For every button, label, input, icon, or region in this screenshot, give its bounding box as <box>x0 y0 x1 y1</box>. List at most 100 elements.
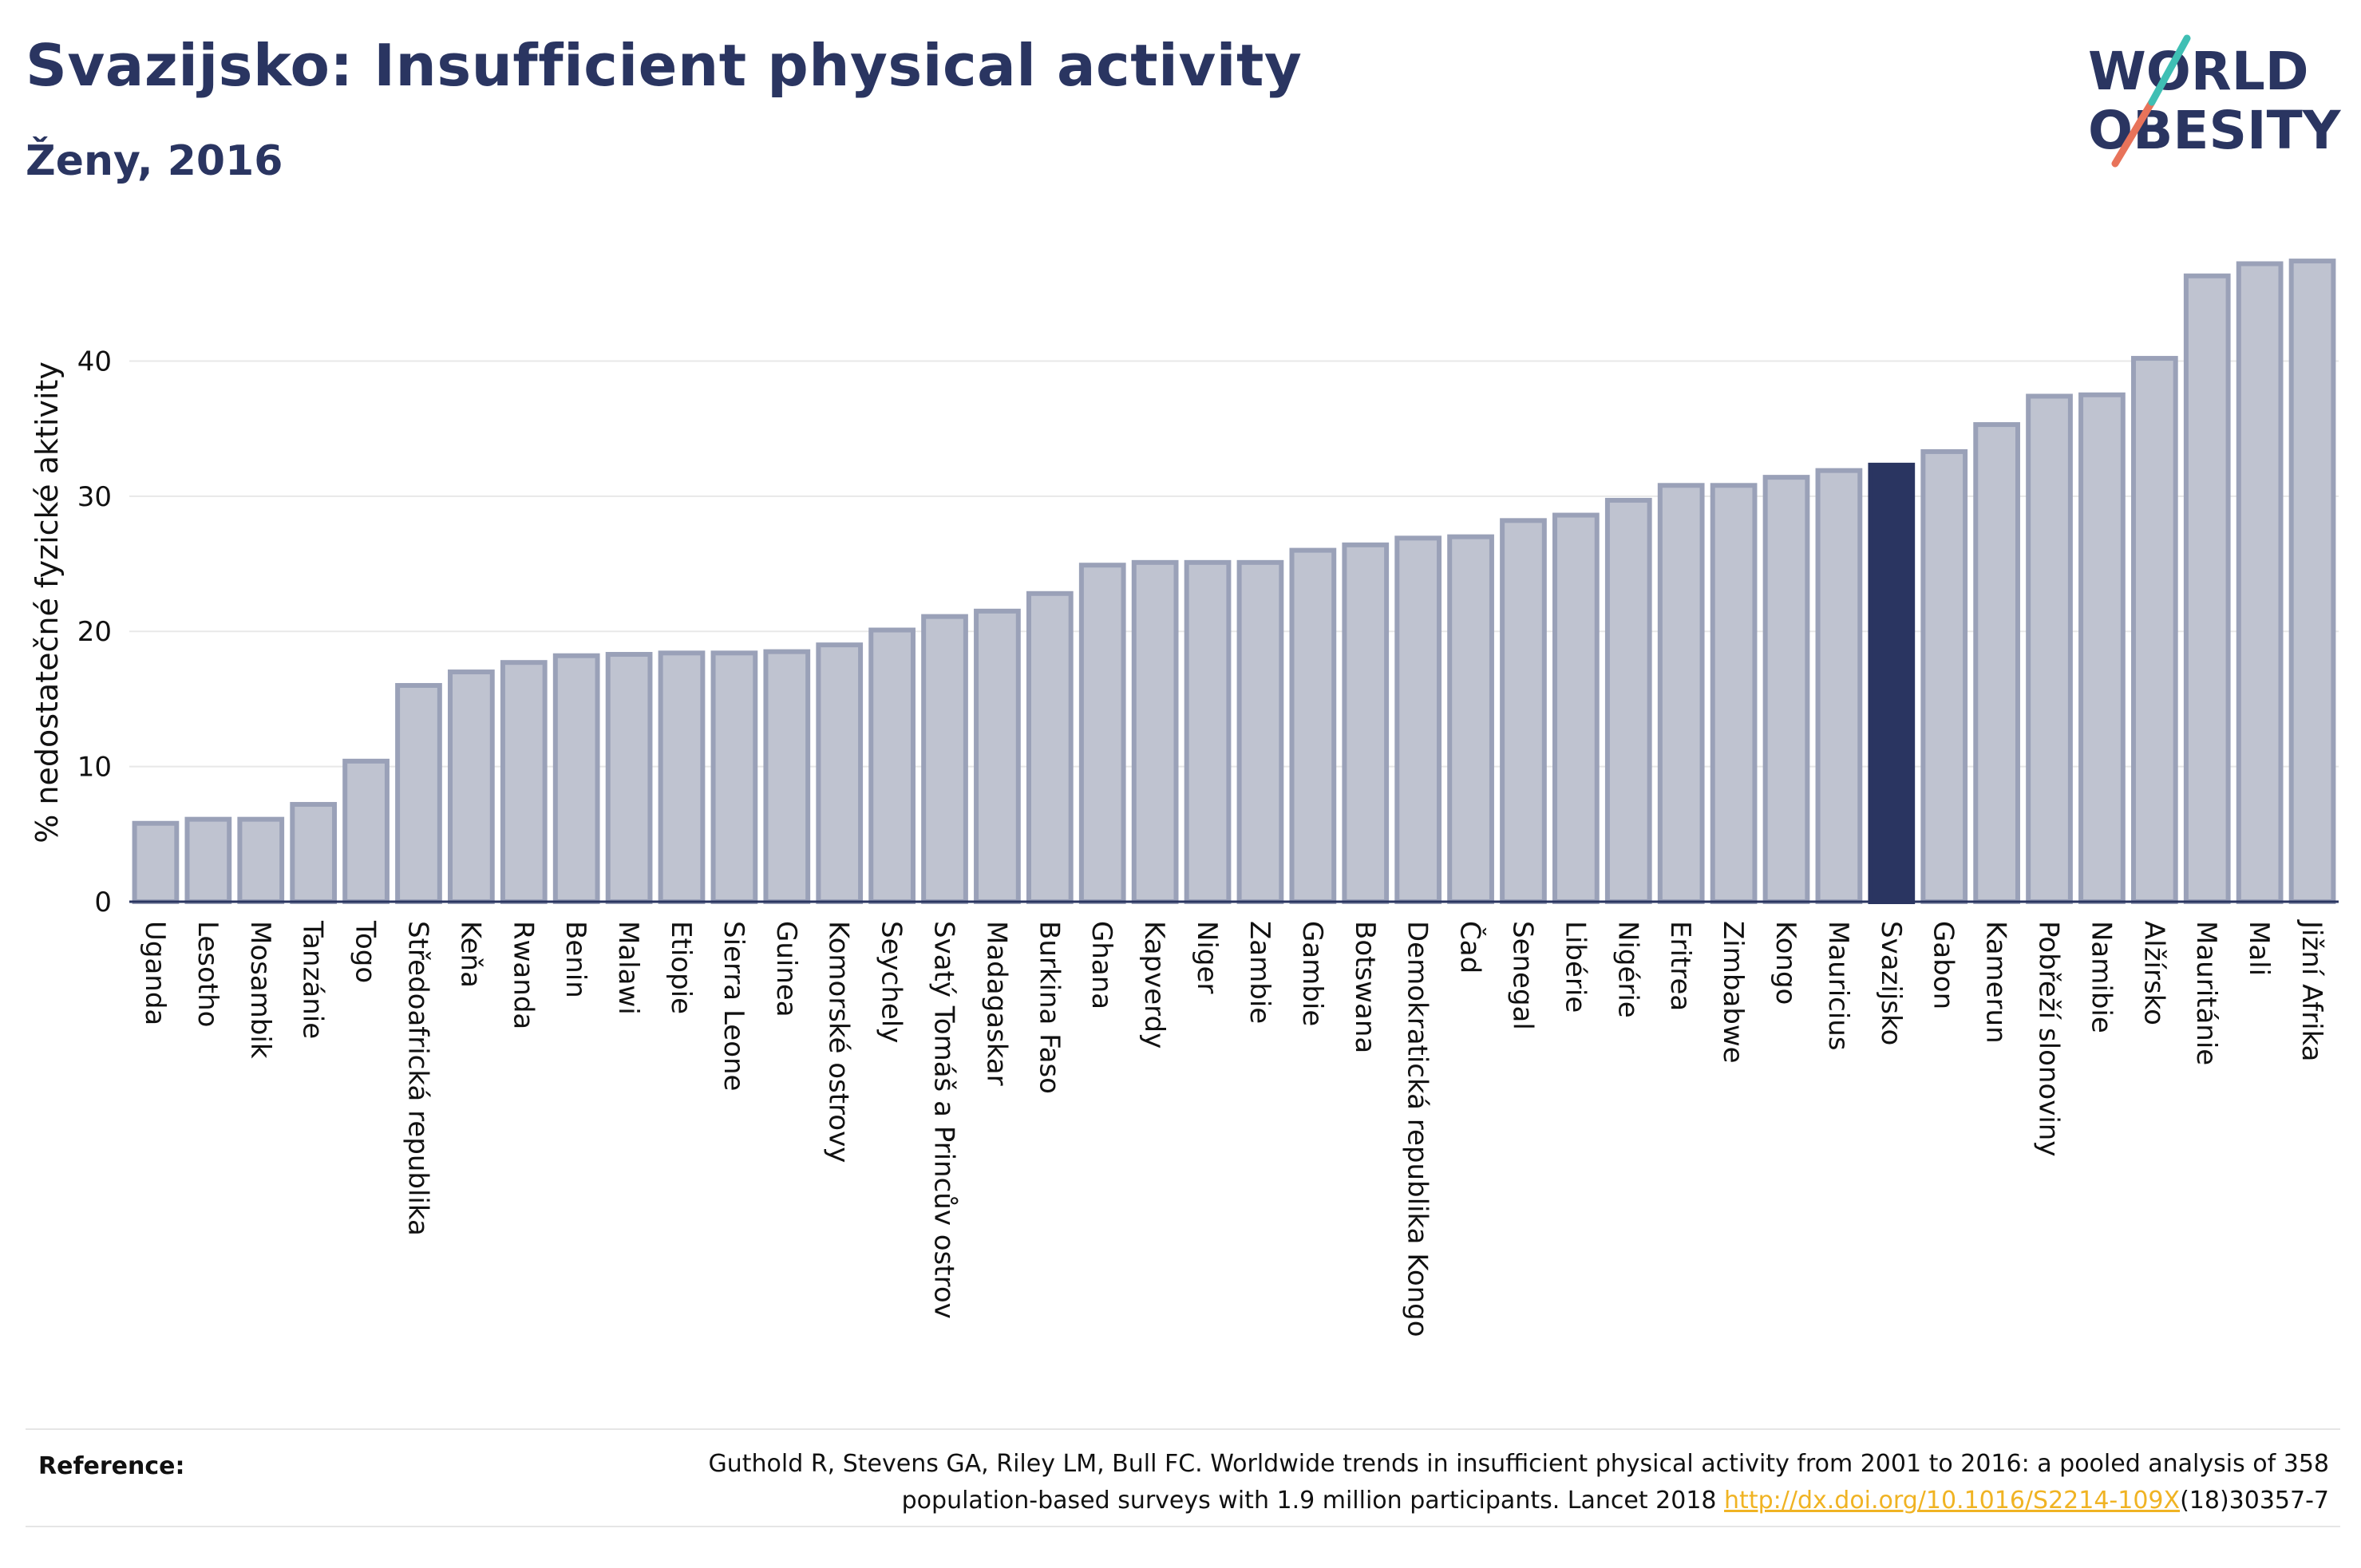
bar <box>290 802 338 905</box>
bar <box>868 627 916 905</box>
reference-line2-suffix: (18)30357-7 <box>2180 1487 2329 1515</box>
x-category-label: Eritrea <box>1664 921 1696 1011</box>
bar <box>763 649 811 904</box>
bar <box>1289 547 1337 905</box>
x-category-label: Lesotho <box>192 921 223 1027</box>
bar <box>1710 483 1758 904</box>
x-category-label: Madagaskar <box>980 921 1012 1086</box>
y-tick-label: 30 <box>77 481 112 513</box>
y-tick-label: 20 <box>77 616 112 648</box>
bar <box>2078 392 2126 905</box>
bar <box>1815 468 1863 904</box>
x-category-label: Pobřeží slonoviny <box>2033 921 2065 1156</box>
x-category-label: Benin <box>560 921 591 998</box>
chart-subtitle: Ženy, 2016 <box>26 137 283 185</box>
x-category-label: Zimbabwe <box>1717 921 1749 1064</box>
bar <box>2026 393 2073 904</box>
x-category-label: Svazijsko <box>1875 921 1907 1045</box>
reference-text: Guthold R, Stevens GA, Riley LM, Bull FC… <box>493 1446 2329 1519</box>
x-category-label: Senegal <box>1506 921 1538 1030</box>
bars <box>132 259 2336 905</box>
bar <box>184 816 232 904</box>
world-obesity-logo: WORLD OBESITY <box>2088 34 2342 168</box>
x-category-label: Guinea <box>770 921 802 1017</box>
y-axis-title: % nedostatečné fyzické aktivity <box>30 361 65 843</box>
x-category-label: Zambie <box>1244 921 1275 1024</box>
x-category-label: Niger <box>1191 921 1223 993</box>
x-category-label: Keňa <box>454 921 486 988</box>
x-category-label: Nigérie <box>1612 921 1643 1018</box>
bar <box>2183 273 2231 904</box>
x-category-label: Mosambik <box>244 921 276 1059</box>
bar <box>1184 559 1232 904</box>
bar <box>1604 497 1652 905</box>
bar <box>132 820 180 905</box>
bar <box>237 816 285 904</box>
x-category-label: Gabon <box>1928 921 1960 1009</box>
bar <box>342 758 390 904</box>
logo-slash-coral <box>2111 98 2156 168</box>
x-category-label: Etiopie <box>665 921 697 1014</box>
x-category-label: Komorské ostrovy <box>823 921 855 1163</box>
x-category-label: Burkina Faso <box>1033 921 1065 1094</box>
bar <box>1447 534 1494 904</box>
bar <box>2236 261 2284 904</box>
bar <box>1026 590 1074 904</box>
bar <box>974 608 1021 905</box>
reference-label: Reference: <box>38 1452 185 1480</box>
bar <box>395 682 442 905</box>
bar <box>1131 559 1179 904</box>
bar <box>1657 483 1705 904</box>
x-category-label: Svatý Tomáš a Princův ostrov <box>928 921 960 1319</box>
logo-slash-teal <box>2148 34 2191 106</box>
bar <box>658 650 706 904</box>
bar <box>816 642 864 904</box>
reference-doi-link[interactable]: http://dx.doi.org/10.1016/S2214-109X <box>1724 1487 2181 1515</box>
x-category-label: Botswana <box>1349 921 1381 1053</box>
bar <box>500 660 548 904</box>
x-axis-labels: Uganda Lesotho Mosambik Tanzánie Togo Středoa… <box>139 919 2327 1337</box>
x-category-label: Ghana <box>1086 921 1117 1009</box>
bar <box>1236 559 1284 904</box>
bar <box>2130 356 2178 904</box>
x-category-label: Libérie <box>1559 921 1591 1013</box>
bar <box>1342 542 1390 905</box>
x-category-label: Kamerun <box>1980 921 2012 1044</box>
y-axis-ticks: 0 10 20 30 40 <box>77 346 112 918</box>
x-category-label: Gambie <box>1296 921 1328 1026</box>
x-category-label: Mauricius <box>1822 921 1854 1051</box>
y-tick-label: 40 <box>77 346 112 377</box>
x-category-label: Mauritánie <box>2190 921 2222 1065</box>
bar <box>552 653 600 904</box>
x-category-label: Kongo <box>1770 921 1801 1005</box>
bar <box>448 669 495 905</box>
x-category-label: Rwanda <box>507 921 539 1029</box>
reference-line1: Guthold R, Stevens GA, Riley LM, Bull FC… <box>708 1450 2329 1478</box>
x-category-label: Togo <box>350 920 382 983</box>
bar-highlighted <box>1868 462 1916 904</box>
x-category-label: Alžírsko <box>2138 921 2169 1025</box>
bar <box>2288 259 2336 904</box>
x-category-label: Tanzánie <box>297 920 329 1039</box>
bar <box>710 650 758 904</box>
logo-text-obesity: OBESITY <box>2088 100 2342 161</box>
x-category-label: Mali <box>2243 921 2275 976</box>
logo-text-world: WORLD <box>2088 41 2309 102</box>
x-category-label: Kapverdy <box>1138 921 1170 1049</box>
bar <box>1078 563 1126 904</box>
chart-title: Svazijsko: Insufficient physical activit… <box>26 32 1303 99</box>
bar <box>1973 422 2020 904</box>
bar <box>1394 535 1442 904</box>
x-category-label: Jižní Afrika <box>2296 919 2327 1062</box>
bar <box>1500 518 1547 904</box>
bar <box>921 614 968 905</box>
bar <box>605 652 653 904</box>
y-tick-label: 0 <box>94 887 112 918</box>
reference-line2: population-based surveys with 1.9 millio… <box>901 1487 1725 1515</box>
x-category-label: Čad <box>1454 921 1487 974</box>
x-category-label: Demokratická republika Kongo <box>1402 921 1434 1337</box>
x-category-label: Uganda <box>139 921 171 1025</box>
x-category-label: Středoafrická republika <box>401 921 433 1236</box>
footer-divider-top <box>26 1428 2340 1430</box>
